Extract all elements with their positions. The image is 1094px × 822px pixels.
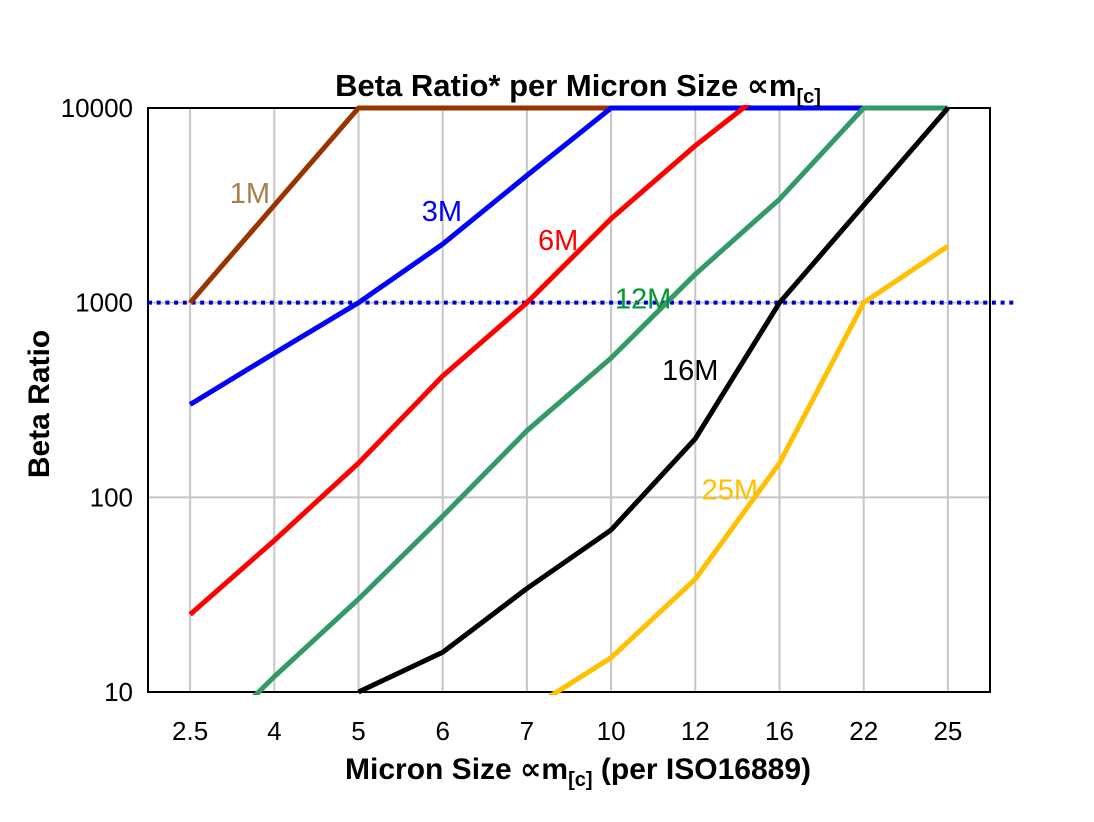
series-label-3M: 3M — [422, 196, 462, 228]
series-label-6M: 6M — [538, 225, 578, 257]
y-tick-labels: 10 100 1000 10000 — [61, 93, 133, 707]
x-tick-labels: 2.5 4 5 6 7 10 12 16 22 25 — [172, 716, 962, 746]
x-tick-label: 6 — [435, 716, 449, 746]
y-tick-label: 10 — [104, 677, 133, 707]
y-axis-title: Beta Ratio — [23, 329, 56, 479]
y-tick-label: 1000 — [75, 288, 133, 318]
x-tick-label: 12 — [681, 716, 710, 746]
x-tick-label: 5 — [351, 716, 365, 746]
x-axis-title-suffix: (per ISO16889) — [592, 753, 811, 786]
series-line-6M — [188, 105, 752, 617]
series-line-1M — [188, 105, 612, 305]
x-tick-label: 2.5 — [172, 716, 208, 746]
y-tick-label: 10000 — [61, 93, 133, 123]
x-axis-title-subscript: [c] — [568, 769, 593, 791]
series-label-1M: 1M — [230, 178, 270, 210]
y-tick-label: 100 — [90, 482, 133, 512]
vertical-gridlines — [189, 108, 949, 692]
chart-title: Beta Ratio* per Micron Size ∝m[c] — [335, 68, 821, 107]
series-line-3M — [188, 105, 864, 407]
x-axis-title-text: Micron Size — [345, 753, 521, 786]
x-tick-label: 7 — [520, 716, 534, 746]
series-label-12M: 12M — [615, 284, 671, 316]
x-tick-label: 16 — [765, 716, 794, 746]
series-line-12M — [252, 105, 948, 695]
chart-title-subscript: [c] — [796, 86, 821, 109]
series-line-16M — [357, 106, 950, 695]
x-tick-label: 22 — [849, 716, 878, 746]
chart-title-text: Beta Ratio* per Micron Size — [335, 68, 747, 103]
series-lines — [188, 105, 950, 695]
micron-symbol: ∝m — [520, 753, 569, 786]
series-line-25M — [547, 244, 950, 695]
micron-symbol: ∝m — [746, 68, 797, 103]
x-tick-label: 4 — [267, 716, 281, 746]
series-labels: 1M 3M 6M 12M 16M 25M — [230, 178, 758, 506]
series-label-25M: 25M — [702, 474, 758, 506]
x-tick-label: 25 — [933, 716, 962, 746]
series-label-16M: 16M — [662, 355, 718, 387]
x-axis-title: Micron Size ∝m[c] (per ISO16889) — [345, 752, 811, 790]
x-tick-label: 10 — [597, 716, 626, 746]
